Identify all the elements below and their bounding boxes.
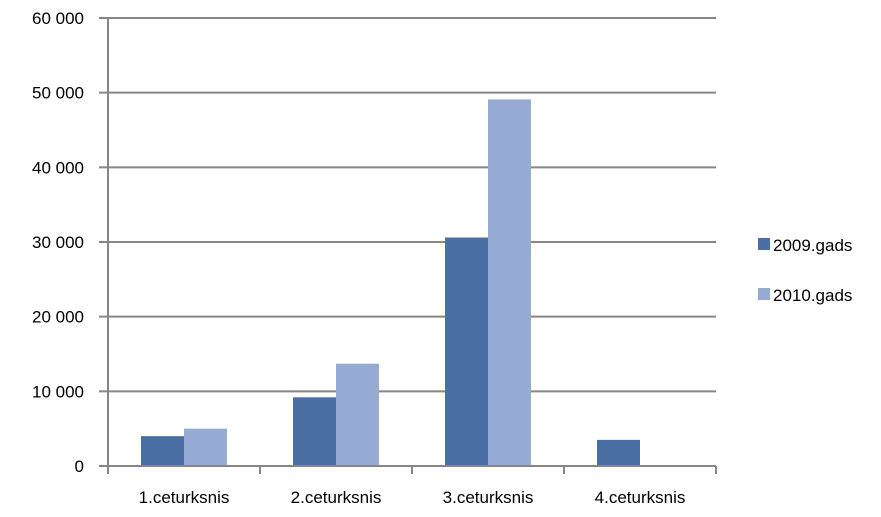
- y-tick-label: 20 000: [32, 308, 84, 327]
- y-tick-label: 30 000: [32, 233, 84, 252]
- x-tick-labels: 1.ceturksnis 2.ceturksnis 3.ceturksnis 4.ce…: [139, 488, 686, 507]
- y-tick-label: 0: [75, 457, 84, 476]
- bars: [141, 99, 640, 467]
- y-tick-label: 50 000: [32, 84, 84, 103]
- bar-2009.gads-1.ceturksnis: [141, 436, 184, 466]
- x-tick-label: 3.ceturksnis: [443, 488, 534, 507]
- bar-2010.gads-2.ceturksnis: [336, 363, 379, 466]
- x-tick-label: 2.ceturksnis: [291, 488, 382, 507]
- y-tick-labels: 0 10 000 20 000 30 000 40 000 50 000 60 000: [32, 9, 84, 476]
- legend-label: 2009.gads: [773, 236, 852, 255]
- bar-2009.gads-3.ceturksnis: [445, 237, 488, 466]
- x-tick-label: 1.ceturksnis: [139, 488, 230, 507]
- gridlines: [108, 17, 716, 393]
- bar-2009.gads-4.ceturksnis: [597, 439, 640, 466]
- bar-2010.gads-3.ceturksnis: [488, 99, 531, 467]
- bar-2010.gads-1.ceturksnis: [184, 428, 227, 466]
- x-tick-label: 4.ceturksnis: [595, 488, 686, 507]
- y-tick-label: 60 000: [32, 9, 84, 28]
- y-tick-label: 10 000: [32, 382, 84, 401]
- legend: 2009.gads 2010.gads: [758, 236, 852, 305]
- legend-label: 2010.gads: [773, 286, 852, 305]
- legend-swatch: [758, 238, 770, 250]
- y-tick-label: 40 000: [32, 158, 84, 177]
- bar-2009.gads-2.ceturksnis: [293, 397, 336, 466]
- axes: [99, 17, 717, 474]
- legend-swatch: [758, 288, 770, 300]
